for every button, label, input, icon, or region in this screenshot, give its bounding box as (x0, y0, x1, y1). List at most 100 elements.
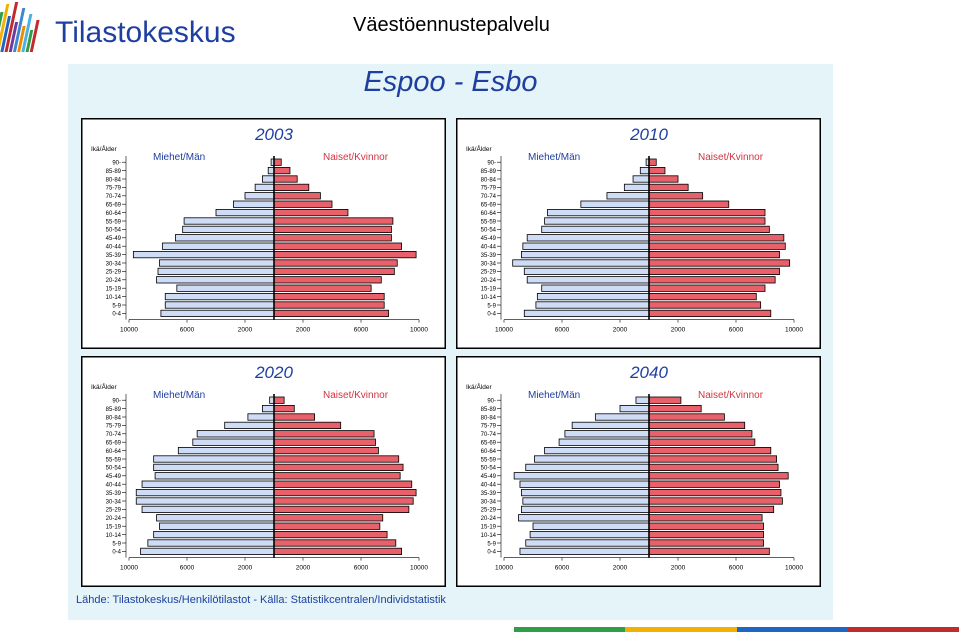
male-bar (244, 192, 275, 200)
male-label: Miehet/Män (153, 390, 205, 401)
male-bar (254, 183, 275, 191)
age-tick-label: 80-84 (106, 177, 122, 183)
male-bar (132, 250, 275, 259)
female-bar (273, 242, 402, 250)
age-tick-label: 80-84 (481, 177, 497, 183)
male-bar (153, 455, 275, 463)
footer-segment-green (514, 627, 626, 632)
age-tick-label: 35-39 (106, 491, 122, 497)
age-tick-label: 5-9 (487, 541, 496, 547)
male-bar (215, 209, 275, 217)
x-tick-label: 2000 (238, 565, 253, 572)
x-tick-label: 2000 (613, 565, 628, 572)
female-bar (648, 200, 730, 208)
x-tick-label: 2000 (613, 327, 628, 334)
age-tick-label: 15-19 (106, 525, 122, 531)
female-label: Naiset/Kvinnor (323, 152, 389, 163)
logo-bar (29, 20, 40, 52)
female-bar (648, 192, 704, 200)
male-bar (623, 183, 650, 191)
x-tick-label: 6000 (555, 327, 570, 334)
male-bar (182, 225, 275, 233)
male-bar (532, 522, 650, 530)
age-tick-label: 70-74 (481, 432, 497, 438)
age-tick-label: 85-89 (481, 407, 497, 413)
age-tick-label: 10-14 (106, 533, 122, 539)
female-bar (273, 192, 321, 200)
age-tick-label: 25-29 (106, 508, 122, 514)
age-tick-label: 50-54 (106, 228, 122, 234)
male-bar (135, 488, 275, 497)
age-tick-label: 30-34 (106, 499, 122, 505)
male-bar (535, 301, 650, 309)
female-bar (273, 167, 291, 175)
male-bar (541, 284, 650, 292)
pyramid-2003: 2003 Ikä/Ålder Miehet/Män Naiset/Kvinnor 90-… (81, 118, 446, 349)
x-tick-label: 10000 (495, 565, 513, 572)
male-bar (183, 217, 275, 225)
footer-segment-blue (736, 627, 848, 632)
x-tick-label: 2000 (238, 327, 253, 334)
pyramid-2010: 2010 Ikä/Ålder Miehet/Män Naiset/Kvinnor 90-… (456, 118, 821, 349)
male-bar (164, 301, 275, 309)
female-label: Naiset/Kvinnor (698, 152, 764, 163)
age-axis-label: Ikä/Ålder (91, 144, 117, 153)
female-bar (648, 175, 679, 183)
age-tick-label: 15-19 (481, 287, 497, 293)
male-bar (635, 396, 650, 404)
female-bar (648, 284, 766, 292)
age-tick-label: 50-54 (106, 466, 122, 472)
year-title: 2020 (254, 363, 293, 382)
male-bar (523, 267, 650, 275)
age-tick-label: 45-49 (481, 474, 497, 480)
age-tick-label: 80-84 (106, 415, 122, 421)
age-tick-label: 80-84 (481, 415, 497, 421)
age-tick-label: 55-59 (481, 219, 497, 225)
municipality-title: Espoo - Esbo (363, 66, 538, 98)
age-tick-label: 50-54 (481, 228, 497, 234)
age-tick-label: 40-44 (106, 483, 122, 489)
age-tick-label: 70-74 (106, 432, 122, 438)
age-tick-label: 60-64 (106, 211, 122, 217)
pyramid-2040: 2040 Ikä/Ålder Miehet/Män Naiset/Kvinnor 90-… (456, 356, 821, 587)
female-bar (648, 276, 776, 284)
pyramid-svg: 2040 Ikä/Ålder Miehet/Män Naiset/Kvinnor 90-… (456, 356, 821, 587)
age-tick-label: 85-89 (481, 169, 497, 175)
male-bar (153, 463, 275, 471)
age-tick-label: 30-34 (481, 499, 497, 505)
male-bar (526, 276, 650, 284)
logo-bar (8, 22, 19, 52)
male-bar (267, 167, 275, 175)
male-bar (141, 480, 275, 488)
male-label: Miehet/Män (528, 152, 580, 163)
logo-bar (4, 2, 19, 52)
female-bar (273, 497, 414, 505)
female-bar (273, 250, 417, 259)
female-bar (648, 242, 786, 250)
service-title: Väestöennustepalvelu (353, 14, 550, 36)
female-bar (273, 200, 333, 208)
age-tick-label: 65-69 (481, 203, 497, 209)
female-label: Naiset/Kvinnor (698, 390, 764, 401)
male-bar (521, 488, 650, 497)
male-bar (564, 430, 650, 438)
female-bar (273, 396, 285, 404)
female-bar (273, 514, 384, 522)
male-label: Miehet/Män (153, 152, 205, 163)
female-bar (648, 522, 764, 530)
female-bar (648, 225, 770, 233)
x-tick-label: 6000 (354, 327, 369, 334)
age-tick-label: 40-44 (481, 245, 497, 251)
male-bar (135, 497, 275, 505)
pyramid-svg: 2020 Ikä/Ålder Miehet/Män Naiset/Kvinnor 90-… (81, 356, 446, 587)
male-bar (513, 472, 650, 480)
male-bar (519, 480, 650, 488)
female-bar (648, 480, 780, 488)
year-title: 2003 (254, 125, 293, 144)
female-bar (273, 405, 295, 413)
age-tick-label: 55-59 (481, 457, 497, 463)
x-tick-label: 10000 (120, 327, 138, 334)
female-bar (648, 530, 764, 539)
x-tick-label: 2000 (296, 327, 311, 334)
logo-text: Tilastokeskus (55, 16, 236, 49)
